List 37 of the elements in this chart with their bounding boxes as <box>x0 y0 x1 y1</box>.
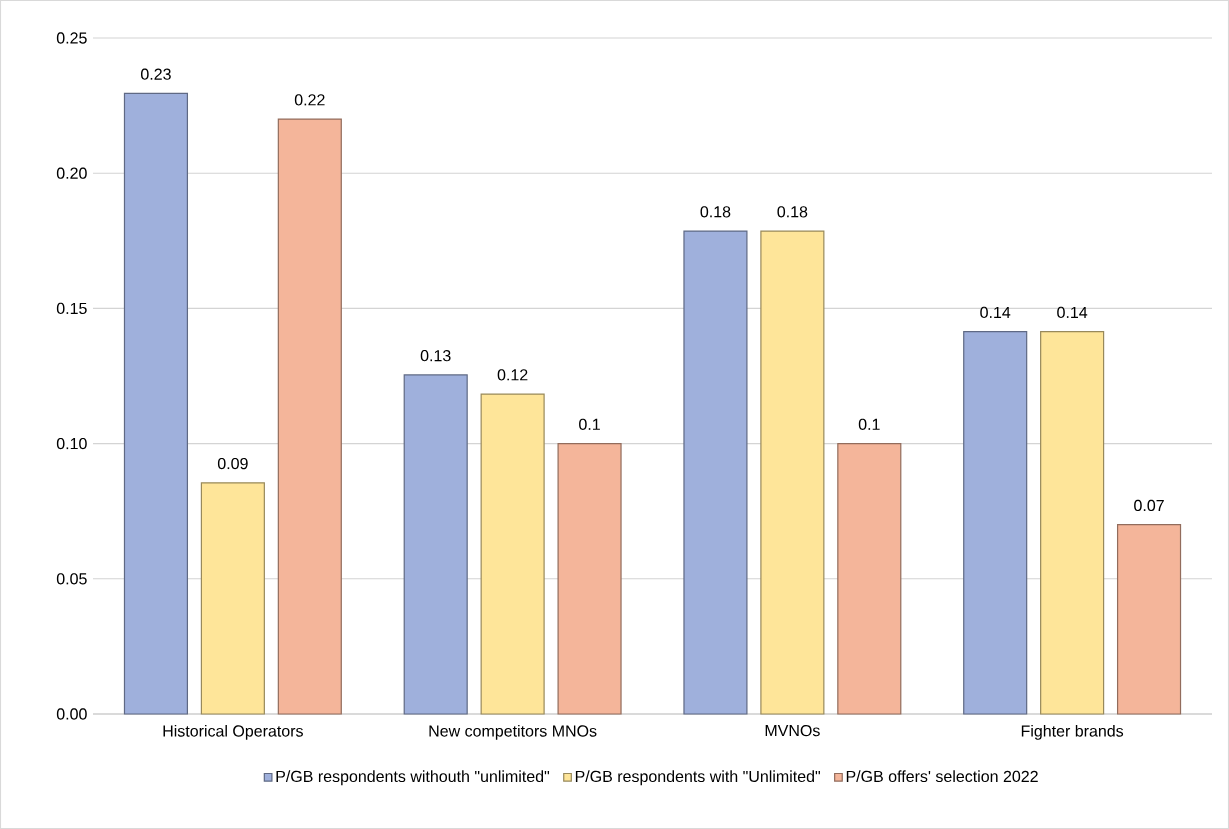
data-label: 0.09 <box>217 457 248 470</box>
x-tick-label: Historical Operators <box>163 724 303 740</box>
x-tick-label: Fighter brands <box>1021 724 1124 740</box>
bar <box>683 230 748 715</box>
data-label: 0.23 <box>141 68 171 80</box>
y-tick-label: 0.25 <box>56 32 87 44</box>
legend-label: P/GB offers' selection 2022 <box>846 770 1038 783</box>
bar <box>557 443 622 715</box>
data-label: 0.14 <box>980 306 1011 319</box>
y-tick-label: 0.05 <box>56 573 87 585</box>
legend-label: P/GB respondents withouth "unlimited" <box>276 770 550 786</box>
y-tick-label: 0.15 <box>56 302 87 315</box>
bar <box>837 443 902 715</box>
x-tick-label: MVNOs <box>765 724 820 737</box>
y-tick-label: 0.10 <box>56 437 87 450</box>
bar <box>200 482 265 715</box>
bar <box>123 92 189 715</box>
data-label: 0.1 <box>579 418 600 430</box>
bar <box>480 393 545 715</box>
legend-label: P/GB respondents with "Unlimited" <box>575 770 820 786</box>
y-tick-label: 0.00 <box>56 708 87 720</box>
bar <box>277 118 342 715</box>
data-label: 0.07 <box>1134 499 1164 512</box>
data-label: 0.22 <box>294 94 325 106</box>
data-label: 0.12 <box>497 369 528 381</box>
data-label: 0.14 <box>1057 306 1088 319</box>
bar <box>963 331 1028 715</box>
data-label: 0.18 <box>777 206 808 218</box>
bar <box>760 230 825 715</box>
data-label: 0.13 <box>420 349 451 362</box>
x-tick-label: New competitors MNOs <box>429 724 597 740</box>
bar <box>403 374 468 715</box>
data-label: 0.18 <box>700 206 731 218</box>
y-tick-label: 0.20 <box>56 167 87 179</box>
bar <box>1040 331 1105 715</box>
bar <box>1116 524 1182 715</box>
data-label: 0.1 <box>858 418 880 430</box>
